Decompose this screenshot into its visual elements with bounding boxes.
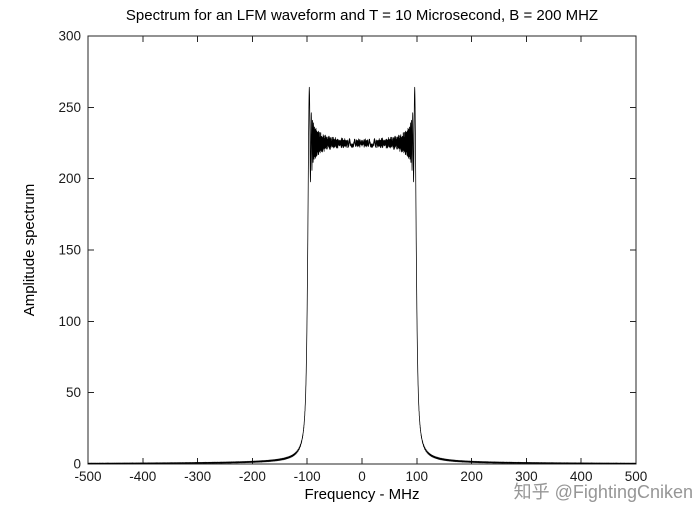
axis-box — [87, 35, 637, 465]
x-axis-label: Frequency - MHz — [304, 486, 420, 503]
watermark: 知乎 @FightingCniken — [513, 482, 693, 502]
x-tick-label: -400 — [129, 469, 156, 484]
y-tick-label: 250 — [58, 100, 81, 115]
x-tick-label: -300 — [184, 469, 211, 484]
y-tick-label: 0 — [73, 457, 81, 472]
x-tick-label: -200 — [239, 469, 266, 484]
x-tick-label: 500 — [625, 469, 648, 484]
y-tick-label: 300 — [58, 29, 81, 44]
y-tick-label: 150 — [58, 243, 81, 258]
x-tick-label: 100 — [406, 469, 429, 484]
x-tick-label: -500 — [74, 469, 101, 484]
y-tick-label: 50 — [66, 385, 81, 400]
x-tick-label: -100 — [294, 469, 321, 484]
x-tick-label: 200 — [460, 469, 483, 484]
spectrum-curve — [87, 86, 637, 465]
y-tick-label: 100 — [58, 314, 81, 329]
y-tick-label: 200 — [58, 171, 81, 186]
x-tick-label: 0 — [358, 469, 366, 484]
x-tick-label: 400 — [570, 469, 593, 484]
chart-title: Spectrum for an LFM waveform and T = 10 … — [125, 7, 599, 24]
x-tick-label: 300 — [515, 469, 538, 484]
